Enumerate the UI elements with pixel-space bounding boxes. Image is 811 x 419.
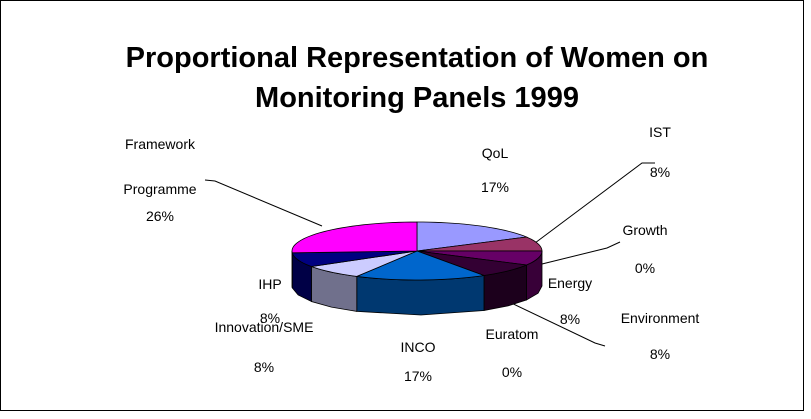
slice <box>311 250 418 277</box>
slice-value-label: 0% <box>501 364 523 380</box>
slice-label: IST <box>649 124 671 140</box>
slice <box>416 221 529 252</box>
slice-label: Energy <box>547 275 593 291</box>
slice <box>291 250 418 267</box>
slice-label: IHP <box>258 276 282 292</box>
slice-label: Growth <box>622 222 668 238</box>
slice <box>355 250 485 281</box>
slice-value-label: 0% <box>634 260 656 276</box>
slice-value-label: 8% <box>559 311 581 327</box>
leader-line <box>504 299 606 347</box>
slice-value-label: 17% <box>403 368 433 384</box>
slice-value-label: 8% <box>649 346 671 362</box>
slice-label: Innovation/SME <box>214 319 314 335</box>
pie <box>291 221 543 316</box>
chart-frame <box>0 0 804 411</box>
leader-line <box>541 241 621 265</box>
slice-label: INCO <box>400 339 436 355</box>
slice-value-label: 8% <box>253 359 275 375</box>
slice-value-label: 26% <box>145 208 175 224</box>
slice-value-label: 8% <box>259 310 281 326</box>
slice <box>291 221 418 254</box>
slice <box>416 250 543 266</box>
slice-value-label: 17% <box>480 179 510 195</box>
slice <box>416 236 543 252</box>
slice <box>416 250 529 276</box>
chart-title: Proportional Representation of Women on … <box>125 42 709 114</box>
leader-lines <box>204 162 655 347</box>
slice-side <box>356 275 485 316</box>
slice-label: Environment <box>620 310 700 326</box>
slice-label: Euratom <box>485 326 539 342</box>
slice-label: Framework Programme <box>123 136 197 197</box>
leader-line <box>534 162 655 244</box>
slice-label: QoL <box>481 145 509 161</box>
leader-line <box>204 179 323 227</box>
slice-value-label: 8% <box>649 164 671 180</box>
